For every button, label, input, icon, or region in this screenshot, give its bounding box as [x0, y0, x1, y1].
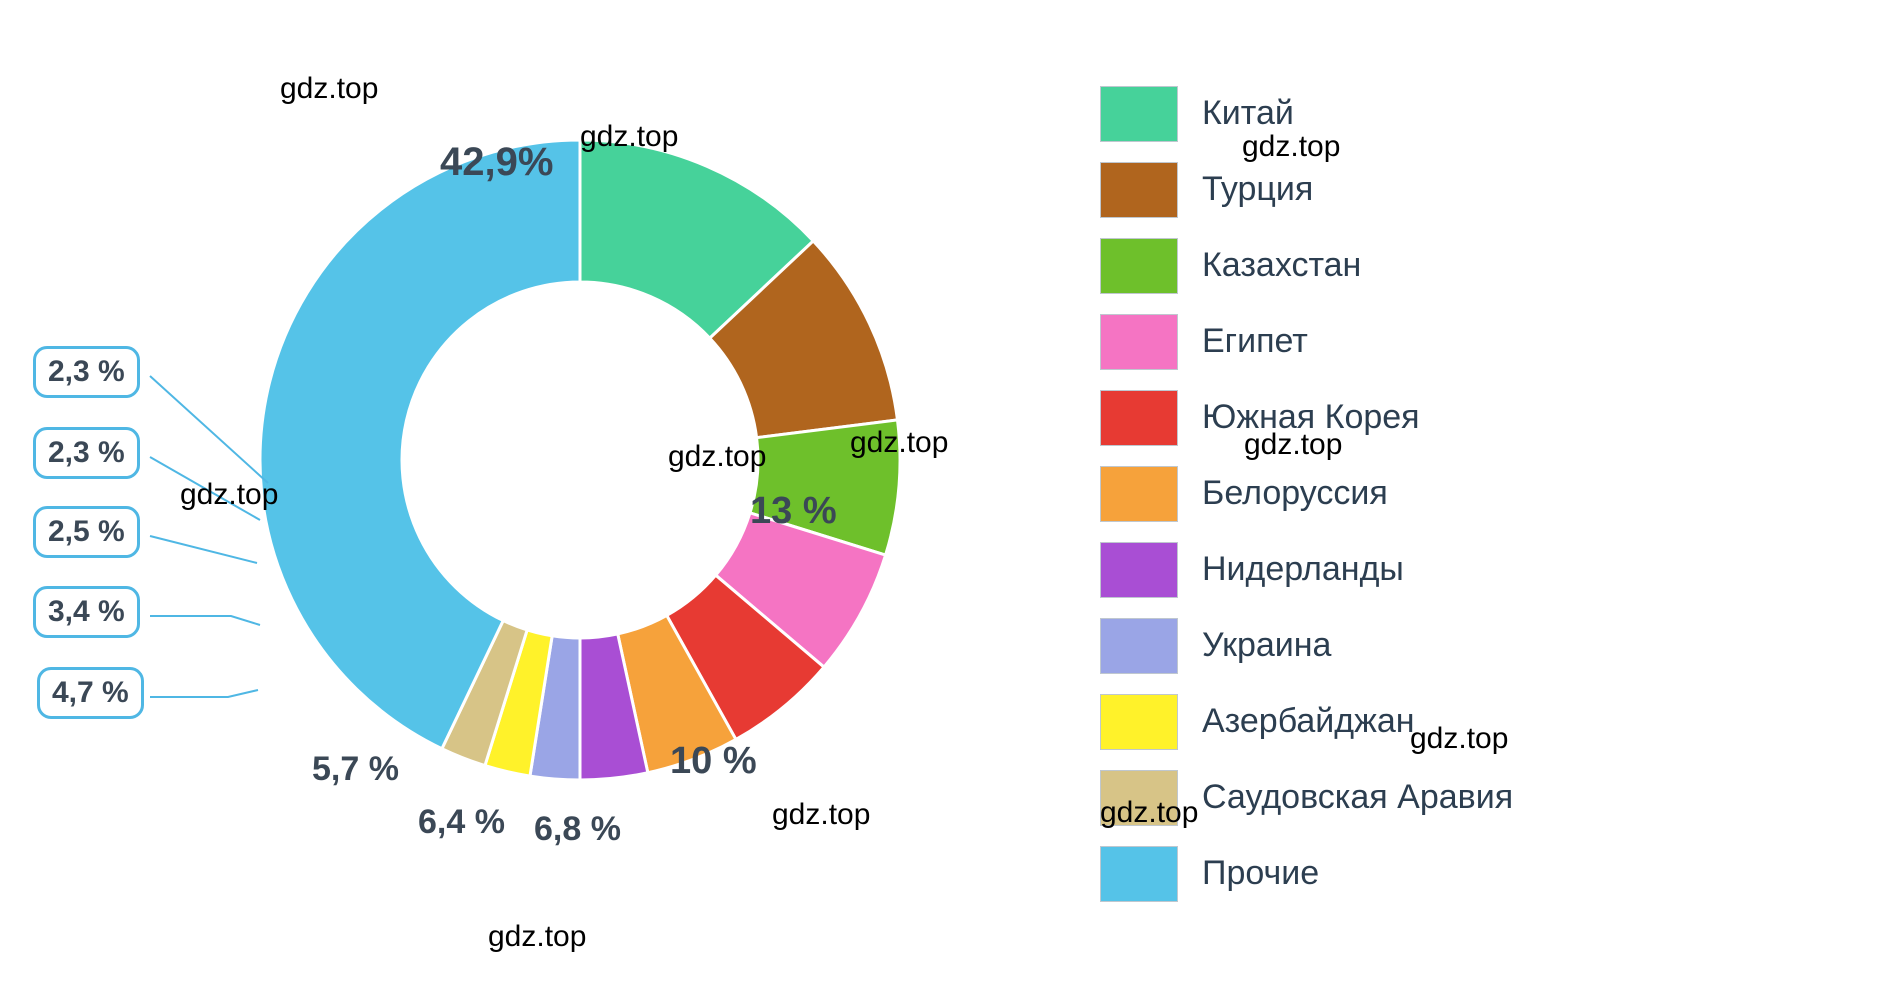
callout-ukraine: 2,5 % — [33, 506, 140, 558]
legend-swatch-skorea — [1100, 390, 1178, 446]
callout-azerbaijan: 2,3 % — [33, 427, 140, 479]
page-container: 42,9%13 %10 %6,8 %6,4 %5,7 % 4,7 %3,4 %2… — [0, 0, 1903, 987]
legend-label-netherlands: Нидерланды — [1202, 550, 1404, 589]
watermark: gdz.top — [1100, 796, 1198, 830]
watermark: gdz.top — [488, 920, 586, 954]
legend-label-china: Китай — [1202, 94, 1294, 133]
leader-netherlands — [150, 616, 260, 625]
legend-item-ukraine: Украина — [1100, 618, 1513, 674]
legend-swatch-netherlands — [1100, 542, 1178, 598]
watermark: gdz.top — [580, 120, 678, 154]
watermark: gdz.top — [850, 426, 948, 460]
legend: gdz.top КитайТурцияКазахстанЕгипетЮжная … — [1100, 86, 1513, 902]
watermark: gdz.top — [668, 440, 766, 474]
callout-belarus: 4,7 % — [37, 667, 144, 719]
watermark: gdz.top — [1410, 722, 1508, 756]
watermark: gdz.top — [180, 478, 278, 512]
legend-label-saudi: Саудовская Аравия — [1202, 778, 1513, 817]
watermark: gdz.top — [280, 72, 378, 106]
legend-item-belarus: Белоруссия — [1100, 466, 1513, 522]
legend-item-netherlands: Нидерланды — [1100, 542, 1513, 598]
legend-label-turkey: Турция — [1202, 170, 1313, 209]
watermark: gdz.top — [1242, 130, 1340, 164]
legend-swatch-azerbaijan — [1100, 694, 1178, 750]
legend-swatch-belarus — [1100, 466, 1178, 522]
watermark: gdz.top — [1244, 428, 1342, 462]
legend-item-turkey: Турция — [1100, 162, 1513, 218]
leader-ukraine — [150, 536, 257, 563]
legend-swatch-kazakhstan — [1100, 238, 1178, 294]
legend-label-kazakhstan: Казахстан — [1202, 246, 1361, 285]
callout-saudi: 2,3 % — [33, 346, 140, 398]
legend-label-egypt: Египет — [1202, 322, 1308, 361]
legend-item-other: Прочие — [1100, 846, 1513, 902]
legend-swatch-turkey — [1100, 162, 1178, 218]
legend-swatch-other — [1100, 846, 1178, 902]
legend-label-azerbaijan: Азербайджан — [1202, 702, 1415, 741]
legend-item-kazakhstan: Казахстан — [1100, 238, 1513, 294]
legend-swatch-egypt — [1100, 314, 1178, 370]
callout-netherlands: 3,4 % — [33, 586, 140, 638]
legend-item-egypt: Египет — [1100, 314, 1513, 370]
chart-area: 42,9%13 %10 %6,8 %6,4 %5,7 % 4,7 %3,4 %2… — [0, 0, 1100, 987]
legend-label-belarus: Белоруссия — [1202, 474, 1388, 513]
legend-column: КитайТурцияКазахстанЕгипетЮжная КореяБел… — [1100, 86, 1513, 902]
legend-swatch-china — [1100, 86, 1178, 142]
legend-swatch-ukraine — [1100, 618, 1178, 674]
legend-label-ukraine: Украина — [1202, 626, 1331, 665]
leader-belarus — [150, 690, 258, 697]
callout-leaders — [0, 0, 1100, 987]
legend-label-other: Прочие — [1202, 854, 1319, 893]
watermark: gdz.top — [772, 798, 870, 832]
